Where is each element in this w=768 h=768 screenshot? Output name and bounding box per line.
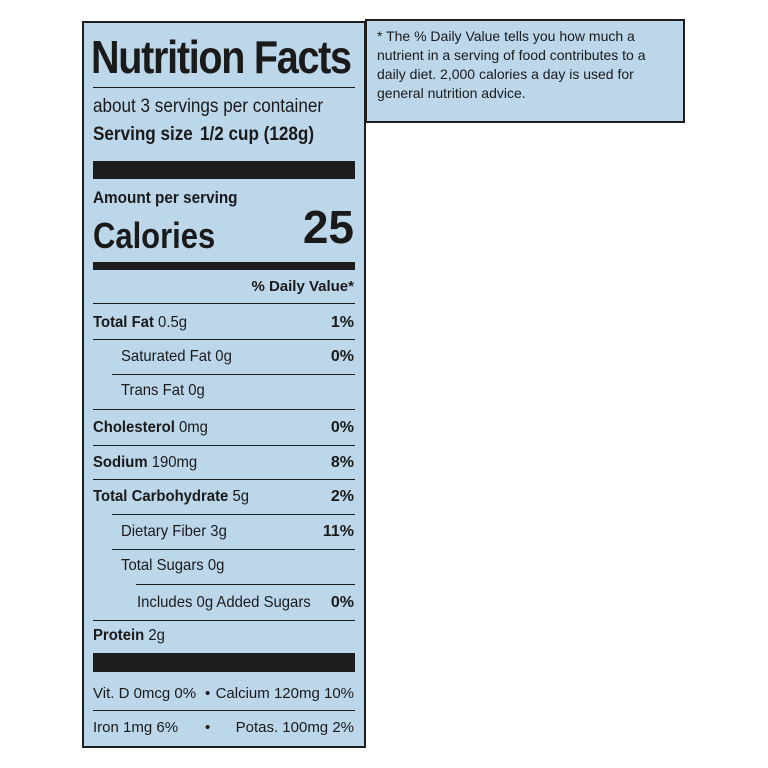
nutrition-facts-label: Nutrition Facts about 3 servings per con… [82, 21, 366, 748]
iron: Iron 1mg 6% [93, 719, 179, 736]
dietary-fiber-name: Dietary Fiber [121, 523, 207, 540]
cholesterol-dv: 0% [330, 419, 354, 436]
dietary-fiber-row: Dietary Fiber 3g [121, 522, 227, 542]
vitamin-d: Vit. D 0mcg 0% [93, 685, 197, 702]
total-carb-row: Total Carbohydrate 5g [93, 487, 249, 507]
label-title: Nutrition Facts [91, 31, 352, 83]
sodium-dv: 8% [330, 454, 354, 471]
saturated-fat-amount: 0g [215, 348, 232, 365]
trans-fat-row: Trans Fat 0g [121, 381, 205, 401]
total-sugars-name: Total Sugars [121, 557, 204, 574]
amount-per-serving: Amount per serving [93, 188, 238, 207]
row-divider [112, 514, 355, 515]
added-sugars-name: Includes 0g Added Sugars [137, 594, 311, 611]
calories-value: 25 [302, 201, 354, 253]
saturated-fat-dv: 0% [330, 348, 354, 365]
row-divider [112, 549, 355, 550]
dietary-fiber-amount: 3g [210, 523, 227, 540]
calories-label: Calories [93, 215, 216, 256]
sodium-row: Sodium 190mg [93, 453, 197, 473]
calcium: Calcium 120mg 10% [215, 685, 354, 702]
sodium-amount: 190mg [151, 454, 198, 471]
bullet-separator: • [205, 685, 211, 702]
sodium-name: Sodium [93, 454, 148, 471]
total-fat-name: Total Fat [93, 314, 154, 331]
daily-value-footnote: * The % Daily Value tells you how much a… [365, 19, 685, 123]
total-fat-row: Total Fat 0.5g [93, 313, 187, 333]
row-divider [93, 710, 355, 711]
added-sugars-dv: 0% [330, 594, 354, 611]
added-sugars-row: Includes 0g Added Sugars [137, 593, 311, 613]
cholesterol-amount: 0mg [178, 419, 208, 436]
total-carb-name: Total Carbohydrate [93, 488, 229, 505]
medium-divider [93, 262, 355, 270]
cholesterol-name: Cholesterol [93, 419, 175, 436]
row-divider [93, 409, 355, 410]
thick-divider-top [93, 161, 355, 179]
serving-size-label: Serving size [93, 124, 193, 145]
servings-per-container: about 3 servings per container [93, 96, 324, 117]
footnote-text: * The % Daily Value tells you how much a… [377, 28, 646, 101]
total-fat-dv: 1% [330, 314, 354, 331]
protein-amount: 2g [148, 627, 165, 644]
total-sugars-row: Total Sugars 0g [121, 556, 224, 576]
protein-row: Protein 2g [93, 626, 165, 646]
total-carb-amount: 5g [232, 488, 250, 505]
saturated-fat-row: Saturated Fat 0g [121, 347, 232, 367]
total-carb-dv: 2% [330, 488, 354, 505]
trans-fat-amount: 0g [188, 382, 205, 399]
row-divider [93, 479, 355, 480]
row-divider [93, 339, 355, 340]
potassium: Potas. 100mg 2% [235, 719, 354, 736]
row-divider [136, 584, 355, 585]
row-divider [93, 303, 355, 304]
cholesterol-row: Cholesterol 0mg [93, 418, 208, 438]
title-divider [93, 87, 355, 88]
protein-name: Protein [93, 627, 145, 644]
saturated-fat-name: Saturated Fat [121, 348, 212, 365]
thick-divider-bottom [93, 653, 355, 672]
daily-value-header: % Daily Value* [251, 278, 354, 295]
total-sugars-amount: 0g [207, 557, 225, 574]
serving-size: Serving size 1/2 cup (128g) [93, 124, 314, 146]
serving-size-value: 1/2 cup (128g) [200, 124, 315, 145]
trans-fat-name: Trans Fat [121, 382, 185, 399]
dietary-fiber-dv: 11% [322, 523, 354, 540]
total-fat-amount: 0.5g [158, 314, 188, 331]
row-divider [93, 620, 355, 621]
row-divider [93, 445, 355, 446]
bullet-separator: • [205, 719, 211, 736]
row-divider [112, 374, 355, 375]
